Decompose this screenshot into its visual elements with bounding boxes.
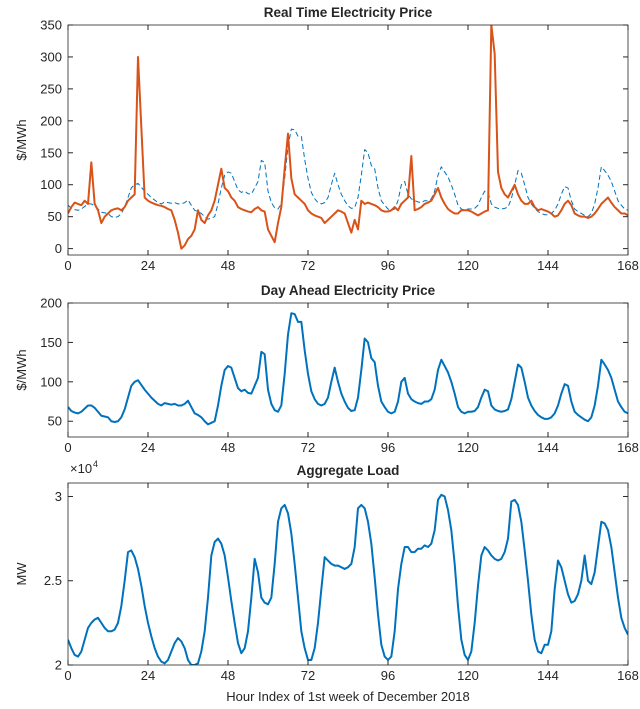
x-tick-label: 0 [64,668,71,683]
axes-box [67,482,629,666]
series-line [68,25,628,250]
y-scale-base: ×10 [70,461,92,476]
x-tick-label: 144 [537,440,559,455]
x-tick-label: 96 [381,258,395,273]
x-tick-label: 168 [617,258,639,273]
y-tick-label: 150 [40,145,62,160]
x-tick-label: 72 [301,668,315,683]
series-line [68,128,628,220]
x-tick-label: 0 [64,258,71,273]
x-tick-label: 48 [221,668,235,683]
axes-box [67,302,629,438]
chart-title: Day Ahead Electricity Price [261,283,436,298]
subplot: Day Ahead Electricity Price $/MWh 0 24 48 72 9… [14,283,639,455]
y-axis-label: MW [14,562,29,586]
x-tick-label: 168 [617,440,639,455]
x-tick-label: 120 [457,440,479,455]
chart-title: Aggregate Load [297,463,400,478]
x-tick-label: 48 [221,440,235,455]
x-tick-label: 72 [301,258,315,273]
y-tick-label: 250 [40,81,62,96]
x-tick-label: 24 [141,440,155,455]
y-tick-label: 3 [55,489,62,504]
y-tick-label: 200 [40,296,62,311]
y-tick-label: 300 [40,49,62,64]
y-tick-label: 350 [40,18,62,33]
series-line [68,493,628,665]
y-axis-label: $/MWh [14,119,29,160]
series-line [68,312,628,426]
y-tick-label: 2 [55,658,62,673]
x-tick-label: 144 [537,668,559,683]
x-tick-label: 168 [617,668,639,683]
x-tick-label: 24 [141,668,155,683]
subplot: Real Time Electricity Price $/MWh 0 24 48 72 9… [14,5,639,273]
y-tick-label: 0 [55,241,62,256]
x-tick-label: 48 [221,258,235,273]
y-tick-label: 150 [40,335,62,350]
y-tick-label: 200 [40,113,62,128]
y-scale-power: 4 [93,459,98,469]
chart-title: Real Time Electricity Price [264,5,433,20]
x-tick-label: 144 [537,258,559,273]
x-tick-label: 0 [64,440,71,455]
y-tick-label: 50 [48,414,62,429]
axes-box [67,24,629,256]
y-tick-label: 100 [40,177,62,192]
y-tick-label: 2.5 [44,573,62,588]
x-tick-label: 96 [381,440,395,455]
x-tick-label: 120 [457,668,479,683]
subplot: Aggregate Load MW Hour Index of 1st week o… [14,459,639,704]
x-tick-label: 96 [381,668,395,683]
y-tick-label: 100 [40,374,62,389]
x-tick-label: 72 [301,440,315,455]
y-axis-label: $/MWh [14,349,29,390]
x-tick-label: 120 [457,258,479,273]
x-tick-label: 24 [141,258,155,273]
x-axis-label: Hour Index of 1st week of December 2018 [226,689,470,704]
y-tick-label: 50 [48,209,62,224]
